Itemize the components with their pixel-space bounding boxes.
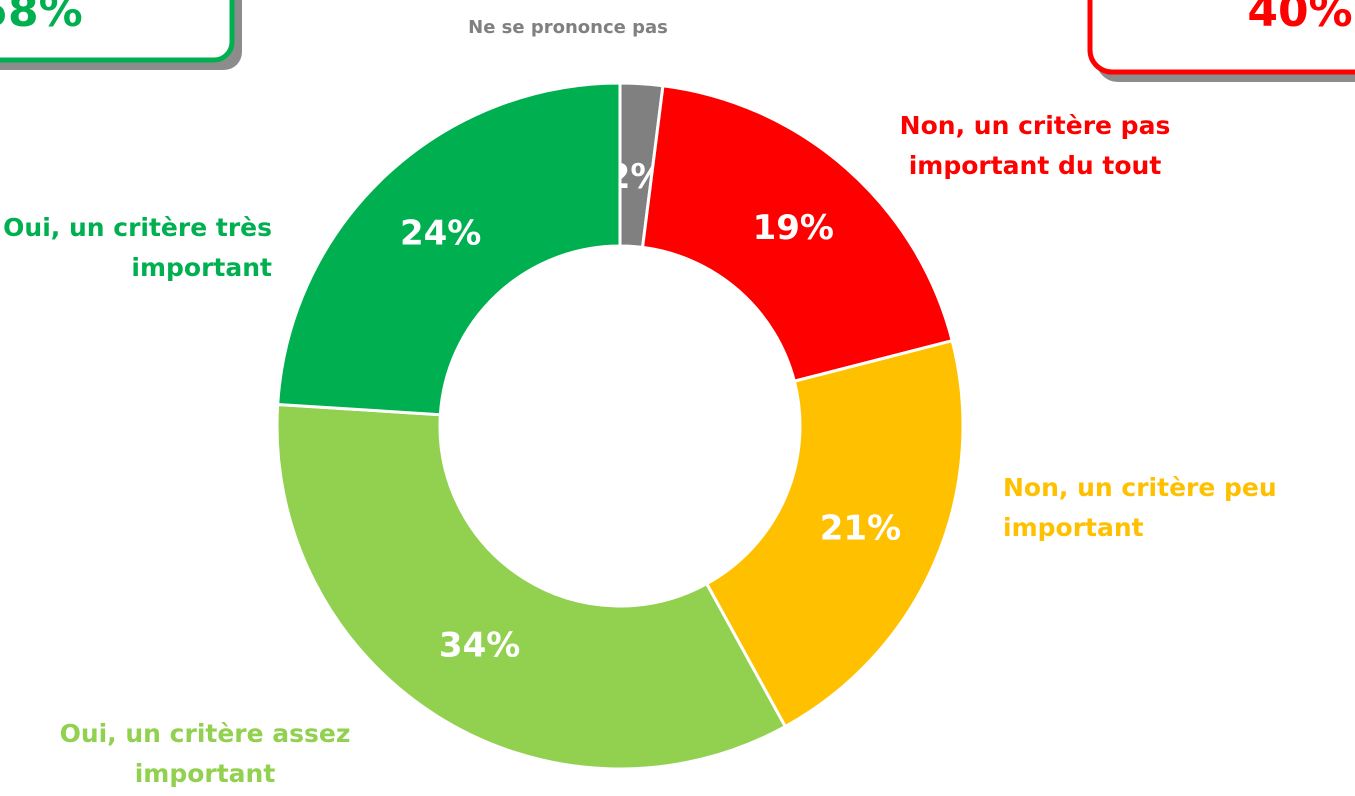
category-label: Oui, un critère très important — [3, 213, 272, 282]
category-label: Non, un critère pas important du tout — [899, 111, 1171, 180]
total-box — [1087, 0, 1355, 75]
donut-segment — [276, 81, 622, 417]
donut-segment — [275, 402, 788, 771]
donut-segment — [704, 338, 965, 729]
category-label: Non, un critère peu important — [1003, 473, 1277, 542]
category-label: Ne se prononce pas — [468, 17, 668, 38]
data-label: 34% — [439, 626, 520, 666]
data-label: 24% — [400, 214, 481, 254]
total-label: 40% — [1247, 0, 1352, 37]
total-label: 58% — [0, 0, 83, 37]
category-label: Oui, un critère assez important — [59, 719, 351, 788]
data-label: 19% — [753, 208, 834, 248]
data-label: 21% — [820, 509, 901, 549]
total-box — [0, 0, 235, 63]
donut-segment — [640, 84, 955, 384]
